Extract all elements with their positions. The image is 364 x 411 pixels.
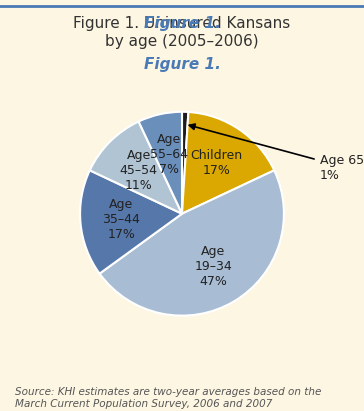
Wedge shape [99,170,284,316]
Text: Figure 1.: Figure 1. [143,16,221,31]
Text: Age 65+
1%: Age 65+ 1% [189,124,364,182]
Wedge shape [90,122,182,214]
Text: Figure 1.: Figure 1. [143,57,221,72]
Text: Age
45–54
11%: Age 45–54 11% [120,149,158,192]
Text: Age
35–44
17%: Age 35–44 17% [102,198,140,241]
Wedge shape [182,112,189,214]
Text: Age
19–34
47%: Age 19–34 47% [194,245,232,288]
Text: Source: KHI estimates are two-year averages based on the
March Current Populatio: Source: KHI estimates are two-year avera… [15,387,321,409]
Text: Age
55–64
7%: Age 55–64 7% [150,132,188,175]
Wedge shape [80,170,182,274]
Text: Children
17%: Children 17% [190,149,242,177]
Wedge shape [139,112,182,214]
Wedge shape [182,112,274,214]
Text: Figure 1. Uninsured Kansans
by age (2005–2006): Figure 1. Uninsured Kansans by age (2005… [74,16,290,49]
